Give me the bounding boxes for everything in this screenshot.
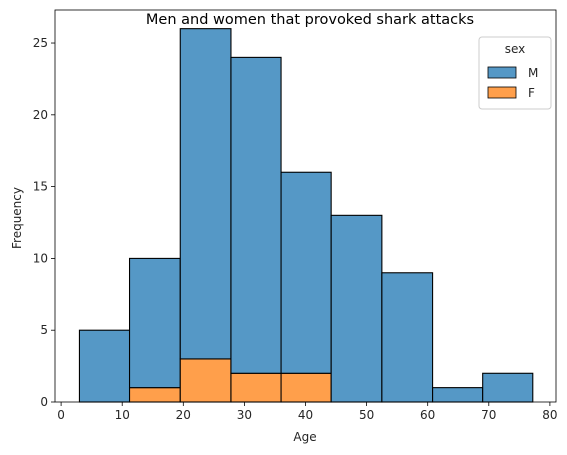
x-tick-label-8: 80: [542, 408, 557, 422]
x-tick-label-7: 70: [481, 408, 496, 422]
x-tick-label-5: 50: [359, 408, 374, 422]
x-axis: 0 10 20 30 40 50 60 70 80: [57, 402, 558, 422]
bar-m-4: [280, 171, 332, 374]
bar-m-8: [482, 372, 534, 403]
bar-f-2: [179, 358, 232, 403]
chart-title: Men and women that provoked shark attack…: [146, 12, 474, 28]
legend-title: sex: [505, 42, 526, 56]
bar-m-3: [230, 56, 282, 374]
x-tick-label-6: 60: [420, 408, 435, 422]
bar-f-1: [128, 387, 181, 403]
bar-f-4: [280, 372, 332, 403]
bar-m-1: [128, 257, 181, 389]
bar-m-2: [179, 28, 232, 360]
y-tick-label-4: 20: [33, 108, 48, 122]
x-tick-label-1: 10: [115, 408, 130, 422]
y-tick-label-0: 0: [40, 395, 48, 409]
legend-label-m: M: [528, 66, 538, 80]
legend: sex M F: [478, 36, 552, 110]
bar-f-3: [230, 372, 282, 403]
legend-swatch-m: [487, 66, 517, 79]
x-tick-label-4: 40: [298, 408, 313, 422]
legend-label-f: F: [528, 86, 535, 100]
bar-m-6: [381, 272, 434, 403]
x-tick-label-2: 20: [176, 408, 191, 422]
y-axis: 0 5 10 15 20 25: [33, 36, 55, 409]
x-axis-label: Age: [293, 430, 316, 444]
y-axis-label: Frequency: [10, 187, 24, 249]
x-tick-label-3: 30: [237, 408, 252, 422]
bar-m-5: [330, 214, 383, 403]
legend-swatch-f: [487, 86, 517, 99]
plot-area: [78, 28, 534, 403]
bar-m-7: [432, 387, 484, 403]
y-tick-label-5: 25: [33, 36, 48, 50]
bar-m-0: [78, 329, 131, 403]
x-tick-label-0: 0: [57, 408, 65, 422]
y-tick-label-3: 15: [33, 180, 48, 194]
y-tick-label-2: 10: [33, 251, 48, 265]
y-tick-label-1: 5: [40, 323, 48, 337]
